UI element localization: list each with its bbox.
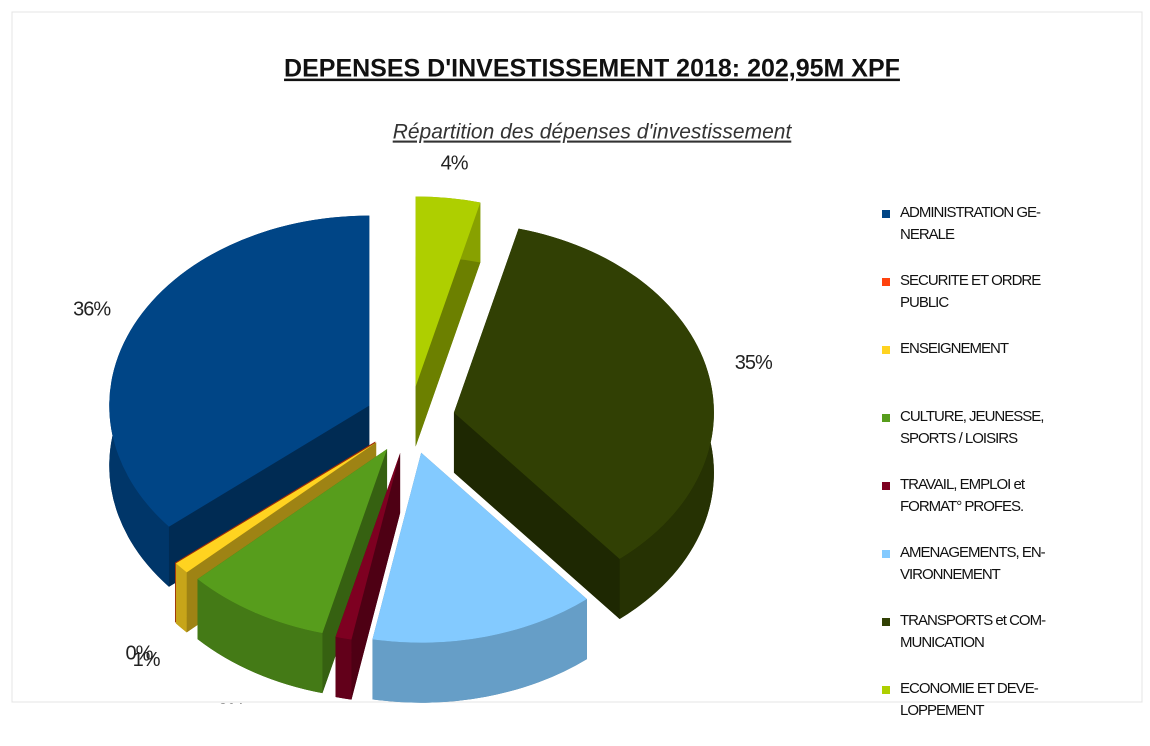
slice xyxy=(197,449,388,634)
slice xyxy=(175,442,377,573)
legend-swatch xyxy=(882,278,890,286)
slice-edge xyxy=(175,563,187,633)
legend-label: SECURITE ET ORDRE PUBLIC xyxy=(900,272,1041,311)
chart: DEPENSES D'INVESTISSEMENT 2018: 202,95M … xyxy=(11,11,1143,719)
chart-subtitle: Répartition des dépenses d'investissemen… xyxy=(393,121,793,144)
slice xyxy=(174,441,376,563)
chart-svg: DEPENSES D'INVESTISSEMENT 2018: 202,95M … xyxy=(11,11,1143,704)
legend-item: SECURITE ET ORDRE PUBLIC xyxy=(880,270,1140,338)
legend-item: AMENAGEMENTS, EN- VIRONNEMENT xyxy=(880,542,1140,610)
slice-edge xyxy=(335,636,352,700)
legend-label: TRANSPORTS et COM- MUNICATION xyxy=(900,612,1046,651)
slice xyxy=(372,452,587,643)
legend-swatch xyxy=(882,686,890,694)
data-label: 0% xyxy=(125,643,153,665)
pie-tops xyxy=(109,196,714,643)
slice-edge xyxy=(372,599,587,703)
legend-item: ECONOMIE ET DEVE- LOPPEMENT xyxy=(880,678,1140,746)
legend-item: CULTURE, JEUNESSE, SPORTS / LOISIRS xyxy=(880,406,1140,474)
legend: ADMINISTRATION GE- NERALE SECURITE ET ORD… xyxy=(880,202,1140,746)
legend-swatch xyxy=(882,618,890,626)
data-label: 36% xyxy=(73,298,111,320)
legend-label: ECONOMIE ET DEVE- LOPPEMENT xyxy=(900,680,1039,719)
legend-swatch xyxy=(882,550,890,558)
legend-label: AMENAGEMENTS, EN- VIRONNEMENT xyxy=(900,544,1046,583)
frame xyxy=(11,11,1143,703)
legend-label: TRAVAIL, EMPLOI et FORMAT° PROFES. xyxy=(900,476,1025,515)
legend-label: ENSEIGNEMENT xyxy=(900,340,1009,357)
chart-title: DEPENSES D'INVESTISSEMENT 2018: 202,95M … xyxy=(284,55,900,83)
data-label: 1% xyxy=(133,649,161,671)
data-label: 9% xyxy=(217,700,245,704)
legend-swatch xyxy=(882,210,890,218)
legend-swatch xyxy=(882,482,890,490)
data-label: 35% xyxy=(735,352,773,374)
legend-item: ENSEIGNEMENT xyxy=(880,338,1140,406)
legend-swatch xyxy=(882,414,890,422)
legend-swatch xyxy=(882,346,890,354)
legend-item: ADMINISTRATION GE- NERALE xyxy=(880,202,1140,270)
data-label: 4% xyxy=(441,152,469,174)
slice-edge xyxy=(197,579,323,694)
slice xyxy=(109,215,370,527)
slice xyxy=(453,228,714,560)
legend-item: TRANSPORTS et COM- MUNICATION xyxy=(880,610,1140,678)
slice xyxy=(415,196,481,387)
legend-item: TRAVAIL, EMPLOI et FORMAT° PROFES. xyxy=(880,474,1140,542)
legend-label: ADMINISTRATION GE- NERALE xyxy=(900,204,1041,243)
legend-label: CULTURE, JEUNESSE, SPORTS / LOISIRS xyxy=(900,408,1044,447)
slice xyxy=(335,452,401,640)
